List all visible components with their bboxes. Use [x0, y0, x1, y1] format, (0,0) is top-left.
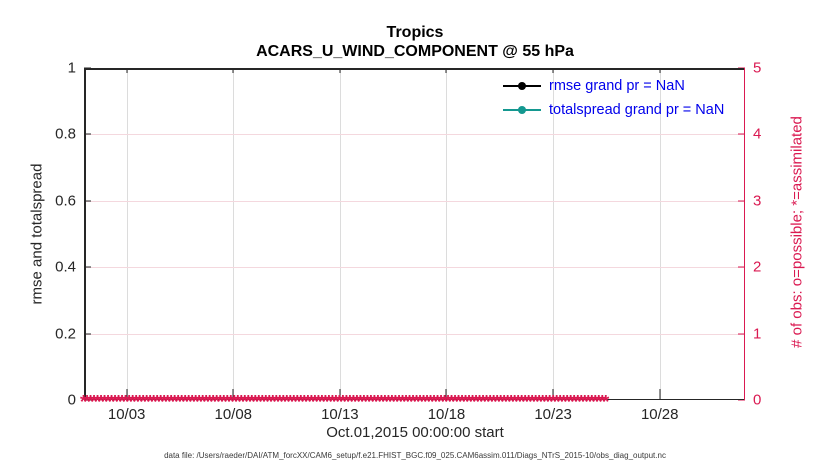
y-tick-label-right: 0 [753, 391, 762, 409]
y-tick-label-right: 1 [753, 325, 762, 343]
plot-area: ****************************************… [55, 60, 761, 424]
gridline-horizontal [84, 134, 745, 136]
x-tick-mark-top [659, 68, 661, 73]
y-tick-label-left: 0.6 [55, 192, 76, 210]
x-tick-mark-bottom [445, 389, 447, 400]
y-tick-mark-right [738, 133, 745, 135]
y-tick-label-right: 5 [753, 59, 762, 77]
gridline-vertical [233, 68, 235, 400]
y-axis-label-left: rmse and totalspread [28, 163, 46, 305]
gridline-vertical [553, 68, 555, 400]
gridline-horizontal [84, 267, 745, 269]
footer-datafile-path: data file: /Users/raeder/DAI/ATM_forcXX/… [164, 451, 666, 460]
legend: rmse grand pr = NaN totalspread grand pr … [503, 74, 724, 122]
gridline-vertical [339, 68, 341, 400]
x-tick-label: 10/08 [214, 406, 253, 423]
legend-marker-dot [518, 106, 526, 114]
figure-title: Tropics [386, 24, 444, 41]
legend-item: rmse grand pr = NaN [503, 74, 724, 98]
y-tick-mark-left [84, 333, 91, 335]
gridline-horizontal [84, 200, 745, 202]
legend-item: totalspread grand pr = NaN [503, 98, 724, 122]
x-axis-label: Oct.01,2015 00:00:00 start [326, 424, 504, 441]
legend-line-sample [503, 106, 541, 114]
y-tick-label-left: 0.4 [55, 258, 76, 276]
y-tick-label-right: 3 [753, 192, 762, 210]
legend-item-label: rmse grand pr = NaN [549, 78, 685, 94]
axis-spine-right [743, 68, 745, 400]
y-tick-mark-left [84, 200, 91, 202]
legend-item-label: totalspread grand pr = NaN [549, 102, 725, 118]
gridline-horizontal [84, 333, 745, 335]
gridline-vertical [659, 68, 661, 400]
y-tick-mark-right [738, 399, 745, 401]
y-tick-label-left: 0.2 [55, 325, 76, 343]
x-tick-label: 10/23 [534, 406, 572, 423]
axis-spine-bottom [84, 399, 745, 400]
x-tick-mark-bottom [659, 389, 661, 400]
x-tick-label: 10/28 [640, 406, 679, 423]
x-tick-mark-top [552, 68, 554, 73]
x-tick-mark-top [339, 68, 341, 73]
y-tick-label-right: 4 [753, 125, 762, 143]
y-tick-mark-left [84, 266, 91, 268]
y-tick-label-left: 0.8 [55, 125, 76, 143]
x-tick-label: 10/13 [321, 406, 359, 423]
y-tick-mark-left [84, 399, 91, 401]
y-tick-mark-left [84, 133, 91, 135]
x-tick-mark-bottom [232, 389, 234, 400]
x-tick-mark-top [126, 68, 128, 73]
x-tick-label: 10/03 [107, 406, 146, 423]
obs-marker-band: ****************************************… [80, 393, 609, 411]
x-tick-mark-bottom [339, 389, 341, 400]
x-tick-mark-bottom [126, 389, 128, 400]
x-tick-mark-bottom [552, 389, 554, 400]
gridline-vertical [446, 68, 448, 400]
figure-subtitle: ACARS_U_WIND_COMPONENT @ 55 hPa [256, 43, 574, 60]
x-tick-mark-top [445, 68, 447, 73]
y-tick-mark-right [738, 200, 745, 202]
legend-marker-dot [518, 82, 526, 90]
y-tick-mark-right [738, 333, 745, 335]
y-tick-label-left: 1 [67, 59, 76, 77]
x-tick-mark-top [232, 68, 234, 73]
y-tick-mark-right [738, 266, 745, 268]
y-tick-label-left: 0 [67, 391, 76, 409]
x-tick-label: 10/18 [427, 406, 466, 423]
y-axis-label-right: # of obs: o=possible; *=assimilated [788, 116, 806, 348]
y-tick-label-right: 2 [753, 258, 762, 276]
axis-spine-left [84, 68, 86, 400]
axis-spine-top [84, 68, 745, 70]
gridline-vertical [126, 68, 128, 400]
legend-line-sample [503, 82, 541, 90]
